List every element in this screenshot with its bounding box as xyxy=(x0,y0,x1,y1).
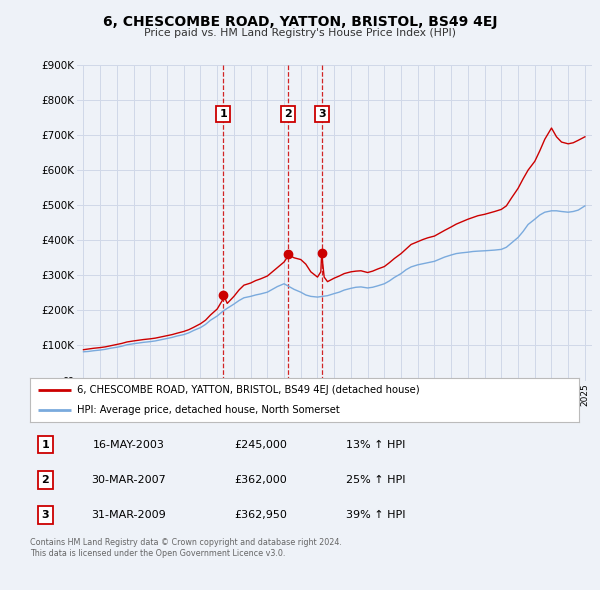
Text: 6, CHESCOMBE ROAD, YATTON, BRISTOL, BS49 4EJ: 6, CHESCOMBE ROAD, YATTON, BRISTOL, BS49… xyxy=(103,15,497,30)
Text: 31-MAR-2009: 31-MAR-2009 xyxy=(91,510,166,520)
Text: 25% ↑ HPI: 25% ↑ HPI xyxy=(346,475,406,485)
Text: This data is licensed under the Open Government Licence v3.0.: This data is licensed under the Open Gov… xyxy=(30,549,286,558)
Text: 16-MAY-2003: 16-MAY-2003 xyxy=(93,440,165,450)
Text: 6, CHESCOMBE ROAD, YATTON, BRISTOL, BS49 4EJ (detached house): 6, CHESCOMBE ROAD, YATTON, BRISTOL, BS49… xyxy=(77,385,419,395)
Text: HPI: Average price, detached house, North Somerset: HPI: Average price, detached house, Nort… xyxy=(77,405,340,415)
Text: Price paid vs. HM Land Registry's House Price Index (HPI): Price paid vs. HM Land Registry's House … xyxy=(144,28,456,38)
Text: £245,000: £245,000 xyxy=(234,440,287,450)
Text: £362,000: £362,000 xyxy=(234,475,287,485)
Text: 2: 2 xyxy=(284,109,292,119)
Text: 2: 2 xyxy=(41,475,49,485)
Text: 1: 1 xyxy=(41,440,49,450)
Text: 3: 3 xyxy=(318,109,325,119)
Text: £362,950: £362,950 xyxy=(234,510,287,520)
Text: 1: 1 xyxy=(220,109,227,119)
Text: 13% ↑ HPI: 13% ↑ HPI xyxy=(346,440,406,450)
Text: 30-MAR-2007: 30-MAR-2007 xyxy=(91,475,166,485)
Text: Contains HM Land Registry data © Crown copyright and database right 2024.: Contains HM Land Registry data © Crown c… xyxy=(30,538,342,547)
Text: 39% ↑ HPI: 39% ↑ HPI xyxy=(346,510,406,520)
Text: 3: 3 xyxy=(41,510,49,520)
